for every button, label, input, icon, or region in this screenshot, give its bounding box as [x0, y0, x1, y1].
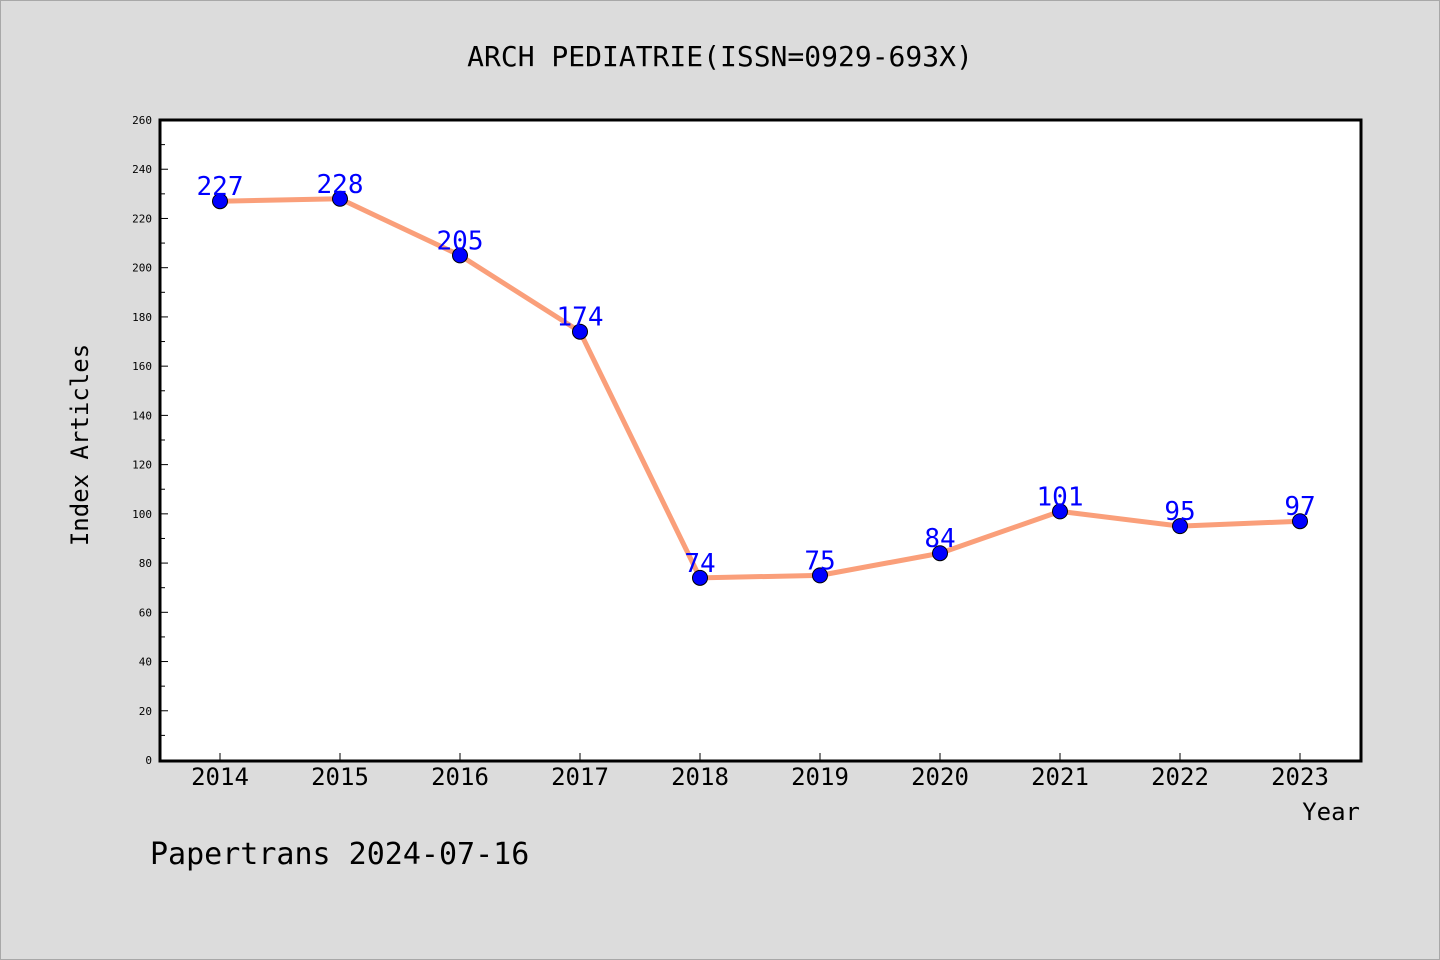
x-tick-label: 2022 [1151, 763, 1209, 791]
x-tick-label: 2016 [431, 763, 489, 791]
series-index-articles [212, 190, 1308, 586]
y-tick-label: 120 [132, 459, 152, 472]
data-label: 95 [1164, 497, 1195, 527]
x-tick-label: 2019 [791, 763, 849, 791]
chart-title: ARCH PEDIATRIE(ISSN=0929-693X) [467, 40, 973, 73]
data-point-marker [1052, 503, 1068, 520]
data-label: 74 [684, 549, 715, 579]
y-tick-label: 0 [145, 754, 152, 767]
data-label: 75 [804, 546, 835, 576]
x-tick-label: 2021 [1031, 763, 1089, 791]
data-point-marker [812, 567, 828, 584]
plot-area [158, 118, 1363, 763]
y-tick-label: 160 [132, 360, 152, 373]
data-label: 84 [924, 524, 955, 554]
data-point-marker [572, 323, 588, 340]
x-tick-label: 2020 [911, 763, 969, 791]
y-axis-title: Index Articles [66, 344, 94, 546]
data-label: 228 [317, 170, 364, 200]
y-tick-label: 220 [132, 212, 152, 225]
y-tick-label: 100 [132, 508, 152, 521]
y-tick-label: 80 [139, 557, 152, 570]
y-tick-label: 240 [132, 163, 152, 176]
y-tick-label: 40 [139, 656, 152, 669]
x-tick-label: 2014 [191, 763, 249, 791]
data-point-marker [332, 190, 348, 207]
series-line [217, 196, 1303, 581]
data-point-marker [452, 247, 468, 264]
y-tick-label: 200 [132, 262, 152, 275]
data-label: 227 [197, 172, 244, 202]
y-tick-label: 60 [139, 606, 152, 619]
data-label: 205 [437, 226, 484, 256]
y-tick-label: 140 [132, 409, 152, 422]
y-tick-label: 20 [139, 705, 152, 718]
x-tick-label: 2018 [671, 763, 729, 791]
data-labels: 227 228 205 174 74 75 84 101 95 97 [197, 170, 1316, 579]
x-tick-label: 2023 [1271, 763, 1329, 791]
x-axis-title: Year [1302, 798, 1360, 826]
data-label: 174 [557, 303, 604, 333]
footer-credit: Papertrans 2024-07-16 [150, 837, 529, 872]
data-point-marker [1292, 513, 1308, 530]
data-point-marker [1172, 518, 1188, 535]
data-label: 97 [1284, 492, 1315, 522]
x-tick-label: 2015 [311, 763, 369, 791]
y-axis: 0 20 40 60 80 100 120 140 160 180 200 220 240 260 [132, 114, 168, 767]
y-tick-label: 180 [132, 311, 152, 324]
data-label: 101 [1037, 482, 1084, 512]
y-tick-label: 260 [132, 114, 152, 127]
data-point-marker [212, 193, 228, 210]
data-point-marker [932, 545, 948, 562]
x-tick-label: 2017 [551, 763, 609, 791]
data-point-marker [692, 569, 708, 586]
x-axis: 2014 2015 2016 2017 2018 2019 2020 2021 2022 2023 [191, 753, 1329, 791]
